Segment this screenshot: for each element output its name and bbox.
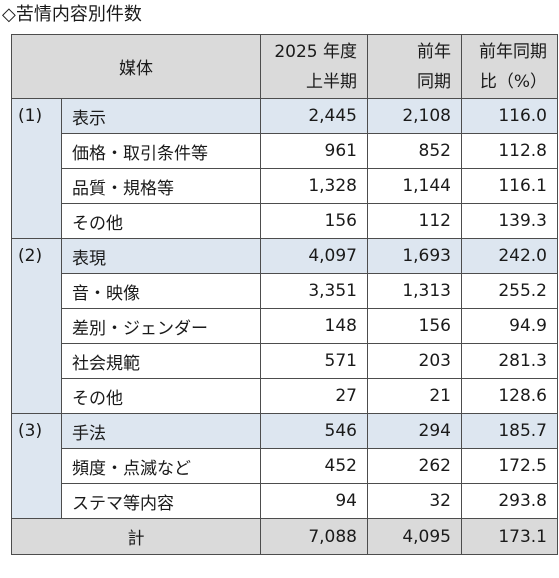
item-value: 452 <box>260 448 368 484</box>
group-value: 4,097 <box>260 238 368 274</box>
item-value: 112 <box>367 203 462 239</box>
table-row: 音・映像 3,351 1,313 255.2 <box>12 273 558 309</box>
table-title: ◇苦情内容別件数 <box>2 4 142 25</box>
header-row: 媒体 2025 年度 上半期 前年 同期 前年同期 比（%） <box>11 34 558 99</box>
item-value: 128.6 <box>461 378 558 414</box>
item-value: 94 <box>260 483 368 519</box>
group-name: 表現 <box>61 238 261 274</box>
item-name: 社会規範 <box>61 343 261 379</box>
item-value: 112.8 <box>461 133 558 169</box>
header-medium: 媒体 <box>11 34 261 99</box>
table-row: 頻度・点滅など 452 262 172.5 <box>12 448 558 484</box>
item-value: 281.3 <box>461 343 558 379</box>
table-row: 価格・取引条件等 961 852 112.8 <box>12 133 558 169</box>
item-value: 139.3 <box>461 203 558 239</box>
item-name: その他 <box>61 203 261 239</box>
group-row: (2) 表現 4,097 1,693 242.0 <box>11 238 558 414</box>
group-row: (3) 手法 546 294 185.7 <box>11 413 558 519</box>
total-value: 173.1 <box>461 518 558 555</box>
item-name: 音・映像 <box>61 273 261 309</box>
item-value: 32 <box>367 483 462 519</box>
item-value: 255.2 <box>461 273 558 309</box>
table-row: 品質・規格等 1,328 1,144 116.1 <box>12 168 558 204</box>
total-value: 4,095 <box>367 518 462 555</box>
item-value: 293.8 <box>461 483 558 519</box>
complaints-table: 媒体 2025 年度 上半期 前年 同期 前年同期 比（%） (1) 表示 2,44… <box>11 34 558 555</box>
group-number: (1) <box>11 98 62 239</box>
item-value: 27 <box>260 378 368 414</box>
table-row: その他 27 21 128.6 <box>12 378 558 414</box>
item-value: 94.9 <box>461 308 558 344</box>
item-value: 21 <box>367 378 462 414</box>
item-name: 品質・規格等 <box>61 168 261 204</box>
group-value: 1,693 <box>367 238 462 274</box>
item-value: 156 <box>367 308 462 344</box>
header-yoy-ratio: 前年同期 比（%） <box>461 34 558 99</box>
item-name: その他 <box>61 378 261 414</box>
item-value: 156 <box>260 203 368 239</box>
total-label: 計 <box>11 518 261 555</box>
item-value: 1,144 <box>367 168 462 204</box>
table-row: 社会規範 571 203 281.3 <box>12 343 558 379</box>
group-number: (3) <box>11 413 62 519</box>
item-value: 961 <box>260 133 368 169</box>
group-value: 546 <box>260 413 368 449</box>
group-name: 表示 <box>61 98 261 134</box>
group-row: (1) 表示 2,445 2,108 116.0 <box>11 98 558 239</box>
group-value: 2,108 <box>367 98 462 134</box>
item-value: 262 <box>367 448 462 484</box>
total-value: 7,088 <box>260 518 368 555</box>
item-name: ステマ等内容 <box>61 483 261 519</box>
item-value: 852 <box>367 133 462 169</box>
table-row: ステマ等内容 94 32 293.8 <box>12 483 558 519</box>
group-value: 2,445 <box>260 98 368 134</box>
group-value: 116.0 <box>461 98 558 134</box>
total-row: 計 7,088 4,095 173.1 <box>11 518 558 555</box>
item-value: 1,328 <box>260 168 368 204</box>
item-name: 価格・取引条件等 <box>61 133 261 169</box>
item-value: 148 <box>260 308 368 344</box>
group-value: 242.0 <box>461 238 558 274</box>
group-name: 手法 <box>61 413 261 449</box>
item-value: 571 <box>260 343 368 379</box>
item-name: 差別・ジェンダー <box>61 308 261 344</box>
item-value: 172.5 <box>461 448 558 484</box>
group-value: 185.7 <box>461 413 558 449</box>
item-value: 116.1 <box>461 168 558 204</box>
group-number: (2) <box>11 238 62 414</box>
table-row: 差別・ジェンダー 148 156 94.9 <box>12 308 558 344</box>
item-value: 3,351 <box>260 273 368 309</box>
item-value: 1,313 <box>367 273 462 309</box>
header-previous-period: 前年 同期 <box>367 34 462 99</box>
header-current-half: 2025 年度 上半期 <box>260 34 368 99</box>
item-name: 頻度・点滅など <box>61 448 261 484</box>
table-row: その他 156 112 139.3 <box>12 203 558 239</box>
group-value: 294 <box>367 413 462 449</box>
item-value: 203 <box>367 343 462 379</box>
